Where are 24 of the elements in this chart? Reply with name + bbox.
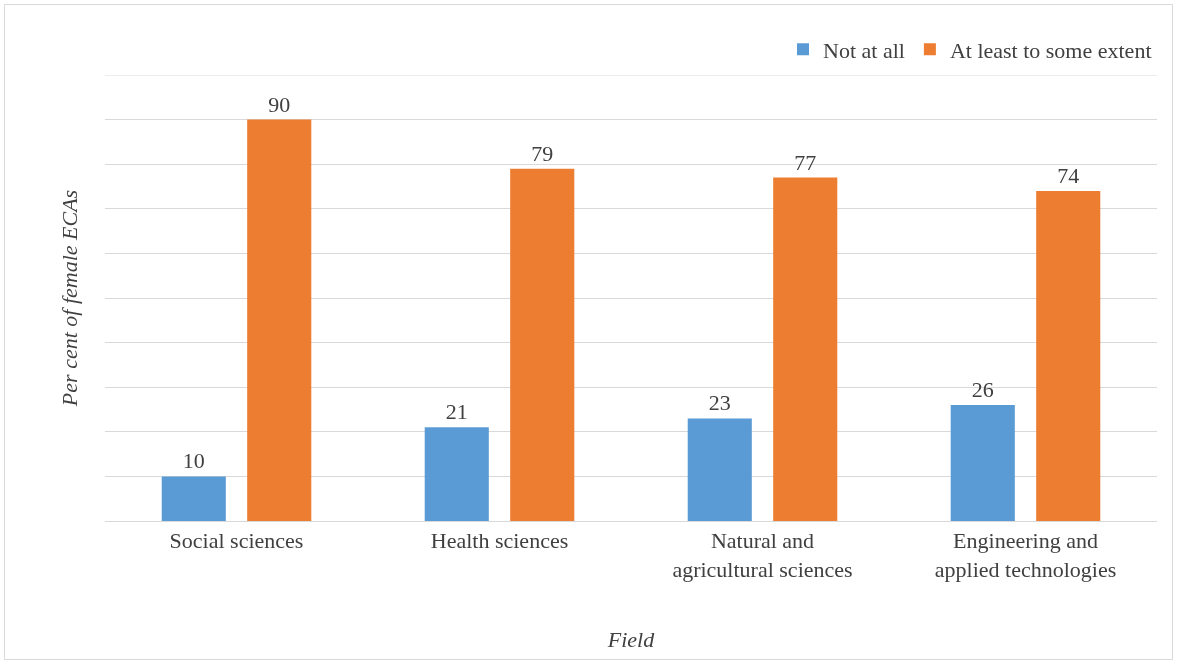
bar	[247, 119, 312, 521]
x-tick-label: Social sciences	[169, 528, 304, 554]
bar	[773, 177, 838, 521]
x-tick-label: Health sciences	[430, 528, 569, 554]
data-label: 90	[268, 91, 291, 117]
data-label: 23	[708, 390, 731, 416]
bar	[510, 168, 575, 521]
bar	[424, 427, 489, 521]
data-label: 26	[971, 377, 994, 403]
y-axis-title: Per cent of female ECAs	[56, 189, 82, 408]
x-tick-label: Engineering and applied technologies	[934, 528, 1117, 582]
data-label: 74	[1057, 162, 1080, 188]
x-tick-label: Natural and agricultural sciences	[672, 528, 853, 582]
x-axis-title: Field	[606, 626, 656, 652]
data-label: 79	[531, 140, 554, 166]
bar	[687, 418, 752, 521]
bar	[950, 405, 1015, 521]
legend-label: Not at all	[823, 37, 905, 63]
bar	[161, 476, 226, 521]
legend-label: At least to some extent	[949, 37, 1152, 63]
data-label: 10	[182, 448, 205, 474]
bar	[1036, 190, 1101, 521]
data-label: 77	[794, 149, 817, 175]
data-label: 21	[445, 399, 468, 425]
